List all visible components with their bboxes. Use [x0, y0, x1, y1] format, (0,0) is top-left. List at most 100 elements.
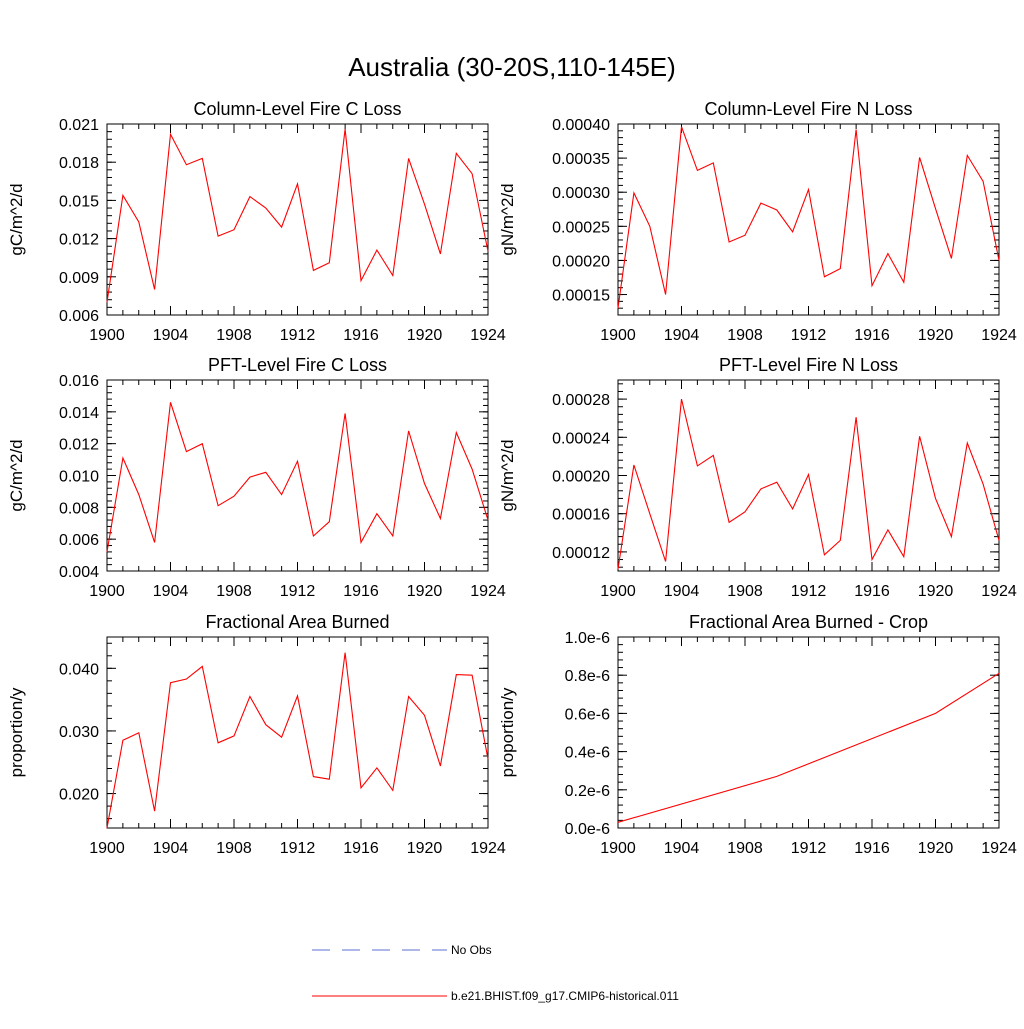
x-tick-label: 1908	[216, 583, 252, 600]
legend: No Obs b.e21.BHIST.f09_g17.CMIP6-histori…	[312, 943, 679, 1003]
x-tick-label: 1912	[791, 583, 827, 600]
chart-panel: 1900 1904 1908 1912 1916 1920 1924 0.00015 0.000…	[498, 99, 1017, 344]
panel-title: Column-Level Fire C Loss	[193, 99, 401, 119]
y-tick-label: 0.016	[59, 373, 99, 390]
y-axis-label: gN/m^2/d	[498, 183, 517, 255]
y-tick-label: 0.012	[59, 437, 99, 454]
x-tick-label: 1924	[981, 840, 1017, 857]
x-tick-label: 1920	[918, 840, 954, 857]
y-tick-label: 0.0e-6	[565, 821, 610, 838]
y-tick-label: 0.018	[59, 155, 99, 172]
y-tick-label: 0.008	[59, 500, 99, 517]
x-tick-label: 1900	[89, 327, 125, 344]
x-tick-label: 1904	[664, 840, 700, 857]
x-tick-label: 1916	[343, 583, 379, 600]
y-tick-label: 0.021	[59, 117, 99, 134]
series-line	[617, 398, 1000, 570]
x-tick-label: 1916	[854, 840, 890, 857]
y-tick-label: 0.00040	[552, 117, 610, 134]
x-tick-label: 1900	[89, 583, 125, 600]
chart-panel: 1900 1904 1908 1912 1916 1920 1924 0.020 0.030 0.…	[7, 612, 506, 857]
x-tick-label: 1900	[89, 840, 125, 857]
x-tick-label: 1916	[343, 327, 379, 344]
x-tick-label: 1912	[791, 327, 827, 344]
y-tick-label: 0.00015	[552, 288, 610, 305]
y-tick-label: 0.00016	[552, 507, 610, 524]
figure-title: Australia (30-20S,110-145E)	[348, 52, 676, 82]
x-tick-label: 1920	[407, 840, 443, 857]
x-tick-label: 1912	[280, 327, 316, 344]
y-tick-label: 0.030	[59, 724, 99, 741]
plot-frame	[106, 123, 489, 316]
y-axis-label: gN/m^2/d	[498, 439, 517, 511]
y-tick-label: 1.0e-6	[565, 630, 610, 647]
x-tick-label: 1904	[153, 583, 189, 600]
y-tick-label: 0.00025	[552, 219, 610, 236]
x-tick-label: 1904	[664, 583, 700, 600]
y-axis-label: proportion/y	[498, 687, 517, 777]
y-tick-label: 0.2e-6	[565, 783, 610, 800]
y-tick-label: 0.00028	[552, 392, 610, 409]
y-tick-label: 0.012	[59, 232, 99, 249]
plot-frame	[617, 123, 1000, 316]
y-axis-label: proportion/y	[7, 687, 26, 777]
panel-title: Column-Level Fire N Loss	[704, 99, 912, 119]
y-tick-label: 0.006	[59, 532, 99, 549]
y-tick-label: 0.040	[59, 661, 99, 678]
y-tick-label: 0.006	[59, 308, 99, 325]
y-tick-label: 0.00020	[552, 253, 610, 270]
legend-model-label: b.e21.BHIST.f09_g17.CMIP6-historical.011	[451, 989, 679, 1003]
series-line	[617, 672, 1000, 823]
x-tick-label: 1908	[216, 840, 252, 857]
panel-title: Fractional Area Burned - Crop	[689, 612, 928, 632]
legend-obs-label: No Obs	[451, 943, 492, 957]
x-tick-label: 1908	[727, 583, 763, 600]
y-tick-label: 0.00012	[552, 545, 610, 562]
panel-title: Fractional Area Burned	[205, 612, 389, 632]
x-tick-label: 1908	[727, 327, 763, 344]
x-tick-label: 1912	[280, 583, 316, 600]
x-tick-label: 1904	[153, 840, 189, 857]
chart-panel: 1900 1904 1908 1912 1916 1920 1924 0.00012 0.000…	[498, 355, 1017, 600]
y-axis-label: gC/m^2/d	[7, 183, 26, 255]
series-line	[106, 402, 489, 552]
x-tick-label: 1920	[918, 327, 954, 344]
y-tick-label: 0.009	[59, 270, 99, 287]
chart-panel: 1900 1904 1908 1912 1916 1920 1924 0.006 0.009 0.…	[7, 99, 506, 344]
y-tick-label: 0.00030	[552, 185, 610, 202]
series-line	[617, 126, 1000, 309]
y-axis-label: gC/m^2/d	[7, 439, 26, 511]
series-line	[106, 129, 489, 303]
chart-panel: 1900 1904 1908 1912 1916 1920 1924 0.0e-6 0.2e-6…	[498, 612, 1017, 857]
x-tick-label: 1920	[407, 327, 443, 344]
x-tick-label: 1908	[727, 840, 763, 857]
y-tick-label: 0.020	[59, 787, 99, 804]
panel-title: PFT-Level Fire N Loss	[719, 355, 898, 375]
x-tick-label: 1924	[470, 840, 506, 857]
panel-title: PFT-Level Fire C Loss	[208, 355, 387, 375]
plot-frame	[617, 636, 1000, 829]
y-tick-label: 0.00035	[552, 151, 610, 168]
x-tick-label: 1920	[407, 583, 443, 600]
series-line	[106, 652, 489, 829]
x-tick-label: 1900	[600, 327, 636, 344]
y-tick-label: 0.00024	[552, 430, 610, 447]
x-tick-label: 1908	[216, 327, 252, 344]
x-tick-label: 1912	[791, 840, 827, 857]
x-tick-label: 1924	[470, 327, 506, 344]
y-tick-label: 0.6e-6	[565, 706, 610, 723]
x-tick-label: 1904	[153, 327, 189, 344]
panels: 1900 1904 1908 1912 1916 1920 1924 0.006 0.009 0.…	[7, 99, 1017, 857]
y-tick-label: 0.00020	[552, 469, 610, 486]
x-tick-label: 1920	[918, 583, 954, 600]
y-tick-label: 0.014	[59, 405, 99, 422]
y-tick-label: 0.8e-6	[565, 668, 610, 685]
x-tick-label: 1916	[854, 327, 890, 344]
x-tick-label: 1924	[981, 327, 1017, 344]
y-tick-label: 0.004	[59, 564, 99, 581]
x-tick-label: 1924	[981, 583, 1017, 600]
y-tick-label: 0.015	[59, 193, 99, 210]
x-tick-label: 1916	[854, 583, 890, 600]
